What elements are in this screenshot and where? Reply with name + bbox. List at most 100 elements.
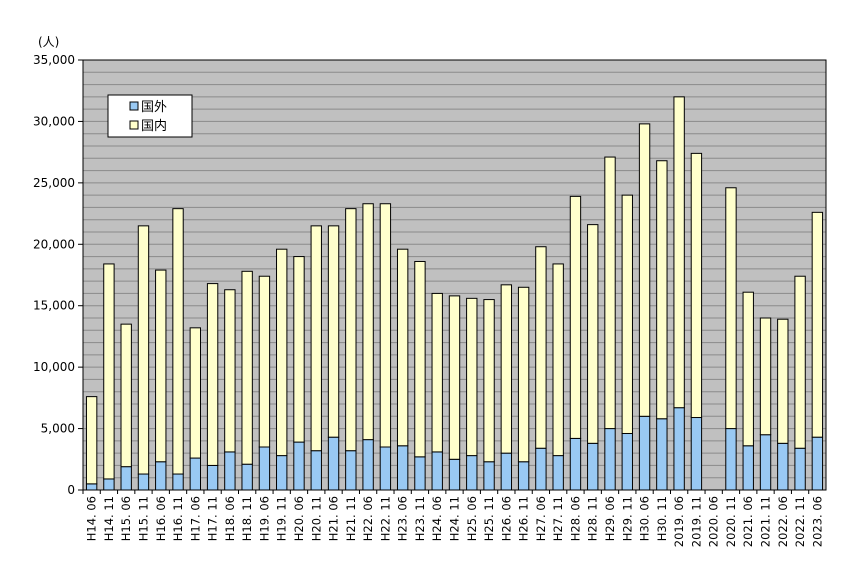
- bar-domestic: [811, 211, 824, 438]
- bar-overseas: [396, 445, 409, 491]
- bar-overseas: [241, 463, 253, 491]
- bar-domestic: [656, 160, 668, 420]
- x-tick-label: H20. 06: [292, 496, 306, 541]
- bar-domestic: [189, 327, 201, 459]
- bar-domestic: [742, 291, 754, 447]
- x-tick-label: H25. 06: [465, 496, 479, 541]
- x-tick-label: H30. 06: [638, 496, 652, 541]
- bar-domestic: [241, 270, 253, 465]
- bar-domestic: [569, 195, 582, 439]
- x-tick-label: H16. 06: [154, 496, 168, 541]
- bar-domestic: [103, 263, 115, 480]
- bar-overseas: [327, 436, 340, 491]
- legend-label: 国内: [141, 118, 167, 134]
- bar-domestic: [500, 284, 513, 454]
- legend-box: [107, 94, 193, 138]
- bar-domestic: [155, 269, 167, 463]
- x-tick-label: H24. 06: [430, 496, 444, 541]
- x-tick-label: H20. 11: [309, 496, 323, 541]
- bar-overseas: [155, 461, 167, 491]
- bar-overseas: [189, 457, 201, 491]
- bar-overseas: [448, 458, 461, 491]
- x-tick-label: H18. 06: [223, 496, 237, 541]
- bar-domestic: [466, 297, 478, 457]
- x-tick-label: H25. 11: [482, 496, 496, 541]
- bar-domestic: [587, 224, 599, 444]
- x-tick-label: H23. 06: [396, 496, 410, 541]
- x-tick-label: H17. 06: [188, 496, 202, 541]
- bar-domestic: [85, 396, 98, 485]
- bar-overseas: [517, 461, 530, 491]
- x-tick-label: H14. 11: [102, 496, 116, 541]
- y-tick-label: 5,000: [41, 422, 75, 436]
- bar-domestic: [759, 317, 772, 436]
- bar-domestic: [517, 286, 530, 463]
- bar-domestic: [431, 292, 443, 453]
- bar-overseas: [742, 445, 754, 491]
- x-tick-label: 2021. 11: [759, 496, 773, 547]
- x-tick-label: H30. 11: [655, 496, 669, 541]
- bar-overseas: [293, 441, 305, 491]
- x-tick-label: H16. 11: [171, 496, 185, 541]
- bar-domestic: [276, 248, 288, 457]
- bar-overseas: [638, 415, 651, 491]
- x-tick-label: H28. 06: [568, 496, 582, 541]
- x-tick-label: 2020. 06: [707, 496, 721, 547]
- bar-domestic: [120, 323, 132, 468]
- y-tick-label: 15,000: [33, 299, 75, 313]
- x-tick-label: 2019. 06: [672, 496, 686, 547]
- bar-domestic: [362, 203, 374, 441]
- bar-overseas: [379, 446, 392, 491]
- y-tick-label: 35,000: [33, 53, 75, 67]
- bar-domestic: [224, 289, 236, 453]
- x-tick-label: H24. 11: [448, 496, 462, 541]
- x-tick-label: H15. 06: [119, 496, 133, 541]
- bar-domestic: [621, 194, 633, 434]
- bar-overseas: [759, 434, 772, 491]
- bar-overseas: [466, 455, 478, 491]
- bar-overseas: [587, 442, 599, 491]
- bar-domestic: [673, 96, 685, 409]
- bar-domestic: [794, 275, 806, 449]
- x-tick-label: H27. 11: [551, 496, 565, 541]
- bar-overseas: [345, 450, 357, 491]
- y-tick-label: 25,000: [33, 176, 75, 190]
- bar-overseas: [431, 451, 443, 491]
- x-tick-label: H23. 11: [413, 496, 427, 541]
- bar-domestic: [725, 187, 737, 430]
- x-tick-label: H15. 11: [136, 496, 150, 541]
- bar-domestic: [137, 225, 150, 475]
- bar-overseas: [794, 447, 806, 491]
- legend-label: 国外: [141, 100, 167, 115]
- bar-overseas: [673, 407, 685, 491]
- bar-domestic: [552, 263, 564, 457]
- bar-overseas: [811, 436, 824, 491]
- x-tick-label: H26. 06: [499, 496, 513, 541]
- bar-domestic: [414, 260, 426, 458]
- bar-overseas: [552, 455, 564, 491]
- bar-overseas: [310, 450, 322, 491]
- y-tick-label: 10,000: [33, 360, 75, 374]
- x-tick-label: H22. 11: [378, 496, 392, 541]
- x-tick-label: H18. 11: [240, 496, 254, 541]
- x-tick-label: H19. 11: [275, 496, 289, 541]
- bar-domestic: [293, 256, 305, 443]
- x-tick-label: H21. 11: [344, 496, 358, 541]
- bar-domestic: [206, 283, 219, 466]
- bar-overseas: [690, 417, 703, 491]
- bar-overseas: [725, 428, 737, 491]
- x-tick-label: H26. 11: [517, 496, 531, 541]
- x-tick-label: 2023. 06: [810, 496, 824, 547]
- bar-overseas: [85, 483, 98, 491]
- bar-overseas: [120, 466, 132, 491]
- bar-overseas: [258, 446, 271, 491]
- x-tick-label: H28. 11: [586, 496, 600, 541]
- x-tick-label: H17. 11: [206, 496, 220, 541]
- bar-domestic: [379, 203, 392, 448]
- bar-overseas: [172, 473, 184, 491]
- y-tick-label: 0: [67, 483, 75, 497]
- bar-overseas: [535, 447, 547, 491]
- x-tick-label: H22. 06: [361, 496, 375, 541]
- legend-swatch: [129, 120, 139, 130]
